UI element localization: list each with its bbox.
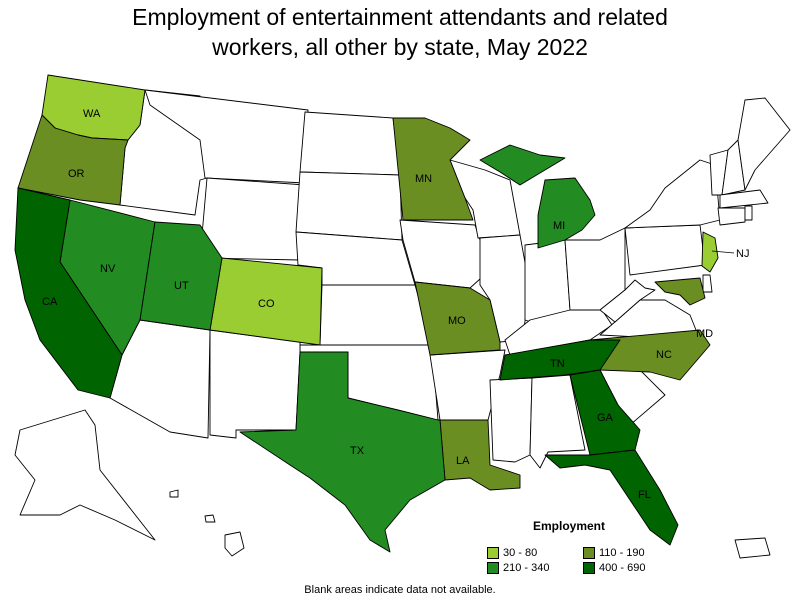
label-mo: MO — [448, 315, 466, 327]
blank-states — [14, 89, 791, 559]
label-ut: UT — [174, 280, 189, 292]
label-tn: TN — [550, 358, 565, 370]
state-ca — [14, 187, 123, 399]
state-nd — [299, 111, 401, 176]
state-mo — [414, 281, 501, 356]
legend-item-30-80: 30 - 80 — [487, 547, 537, 559]
state-tx — [239, 351, 446, 553]
legend-label: 30 - 80 — [503, 547, 538, 559]
state-sd — [295, 171, 403, 241]
state-de — [702, 274, 713, 293]
state-ri — [744, 205, 753, 221]
footer-note: Blank areas indicate data not available. — [304, 584, 496, 596]
state-fl — [544, 449, 679, 546]
state-labels: WA CO NJ OR MN MO LA NC MD NV UT TX MI C… — [42, 108, 749, 501]
legend-swatch — [487, 547, 499, 559]
label-nv: NV — [100, 263, 116, 275]
state-wy — [199, 177, 306, 261]
state-or — [17, 114, 129, 206]
label-md: MD — [696, 328, 713, 340]
state-nm — [209, 329, 301, 439]
state-me — [737, 97, 791, 191]
label-ga: GA — [597, 412, 614, 424]
state-ny — [624, 159, 721, 229]
state-mt — [144, 89, 309, 184]
label-ca: CA — [42, 296, 58, 308]
label-or: OR — [68, 168, 85, 180]
label-la: LA — [456, 455, 470, 467]
state-ak — [14, 409, 156, 541]
state-pa — [624, 224, 706, 276]
nj-leader-line — [711, 250, 735, 254]
label-nc: NC — [656, 349, 672, 361]
legend-label: 400 - 690 — [599, 562, 646, 574]
legend-title: Employment — [533, 519, 606, 533]
state-hi-2 — [204, 514, 216, 523]
legend-swatch — [487, 562, 499, 574]
title-line-2: workers, all other by state, May 2022 — [212, 34, 588, 60]
title-line-1: Employment of entertainment attendants a… — [132, 4, 668, 30]
state-ma — [719, 189, 769, 209]
state-md — [654, 277, 706, 306]
territory-pr — [734, 537, 771, 559]
label-nj: NJ — [736, 248, 749, 260]
state-hi-3 — [169, 489, 179, 498]
state-ct — [717, 207, 746, 226]
label-co: CO — [258, 298, 275, 310]
legend-label: 210 - 340 — [503, 562, 550, 574]
state-nj — [701, 231, 719, 273]
legend-item-210-340: 210 - 340 — [487, 562, 549, 574]
label-mi: MI — [553, 220, 565, 232]
state-ks — [319, 284, 433, 346]
state-mi — [537, 177, 596, 249]
label-mn: MN — [415, 173, 432, 185]
label-wa: WA — [83, 108, 101, 120]
state-la — [439, 419, 521, 491]
map-title: Employment of entertainment attendants a… — [0, 2, 800, 62]
label-fl: FL — [638, 489, 651, 501]
state-wv — [599, 279, 656, 323]
state-ut — [139, 221, 223, 331]
state-mi-up — [479, 144, 566, 186]
state-hi — [224, 531, 245, 557]
legend-item-110-190: 110 - 190 — [583, 547, 645, 559]
data-states — [14, 74, 719, 553]
state-ms — [489, 377, 533, 463]
legend-swatch — [583, 547, 595, 559]
legend-item-400-690: 400 - 690 — [583, 562, 645, 574]
state-mn — [392, 117, 474, 221]
legend-label: 110 - 190 — [599, 547, 645, 559]
legend-swatch — [583, 562, 595, 574]
label-tx: TX — [350, 445, 365, 457]
